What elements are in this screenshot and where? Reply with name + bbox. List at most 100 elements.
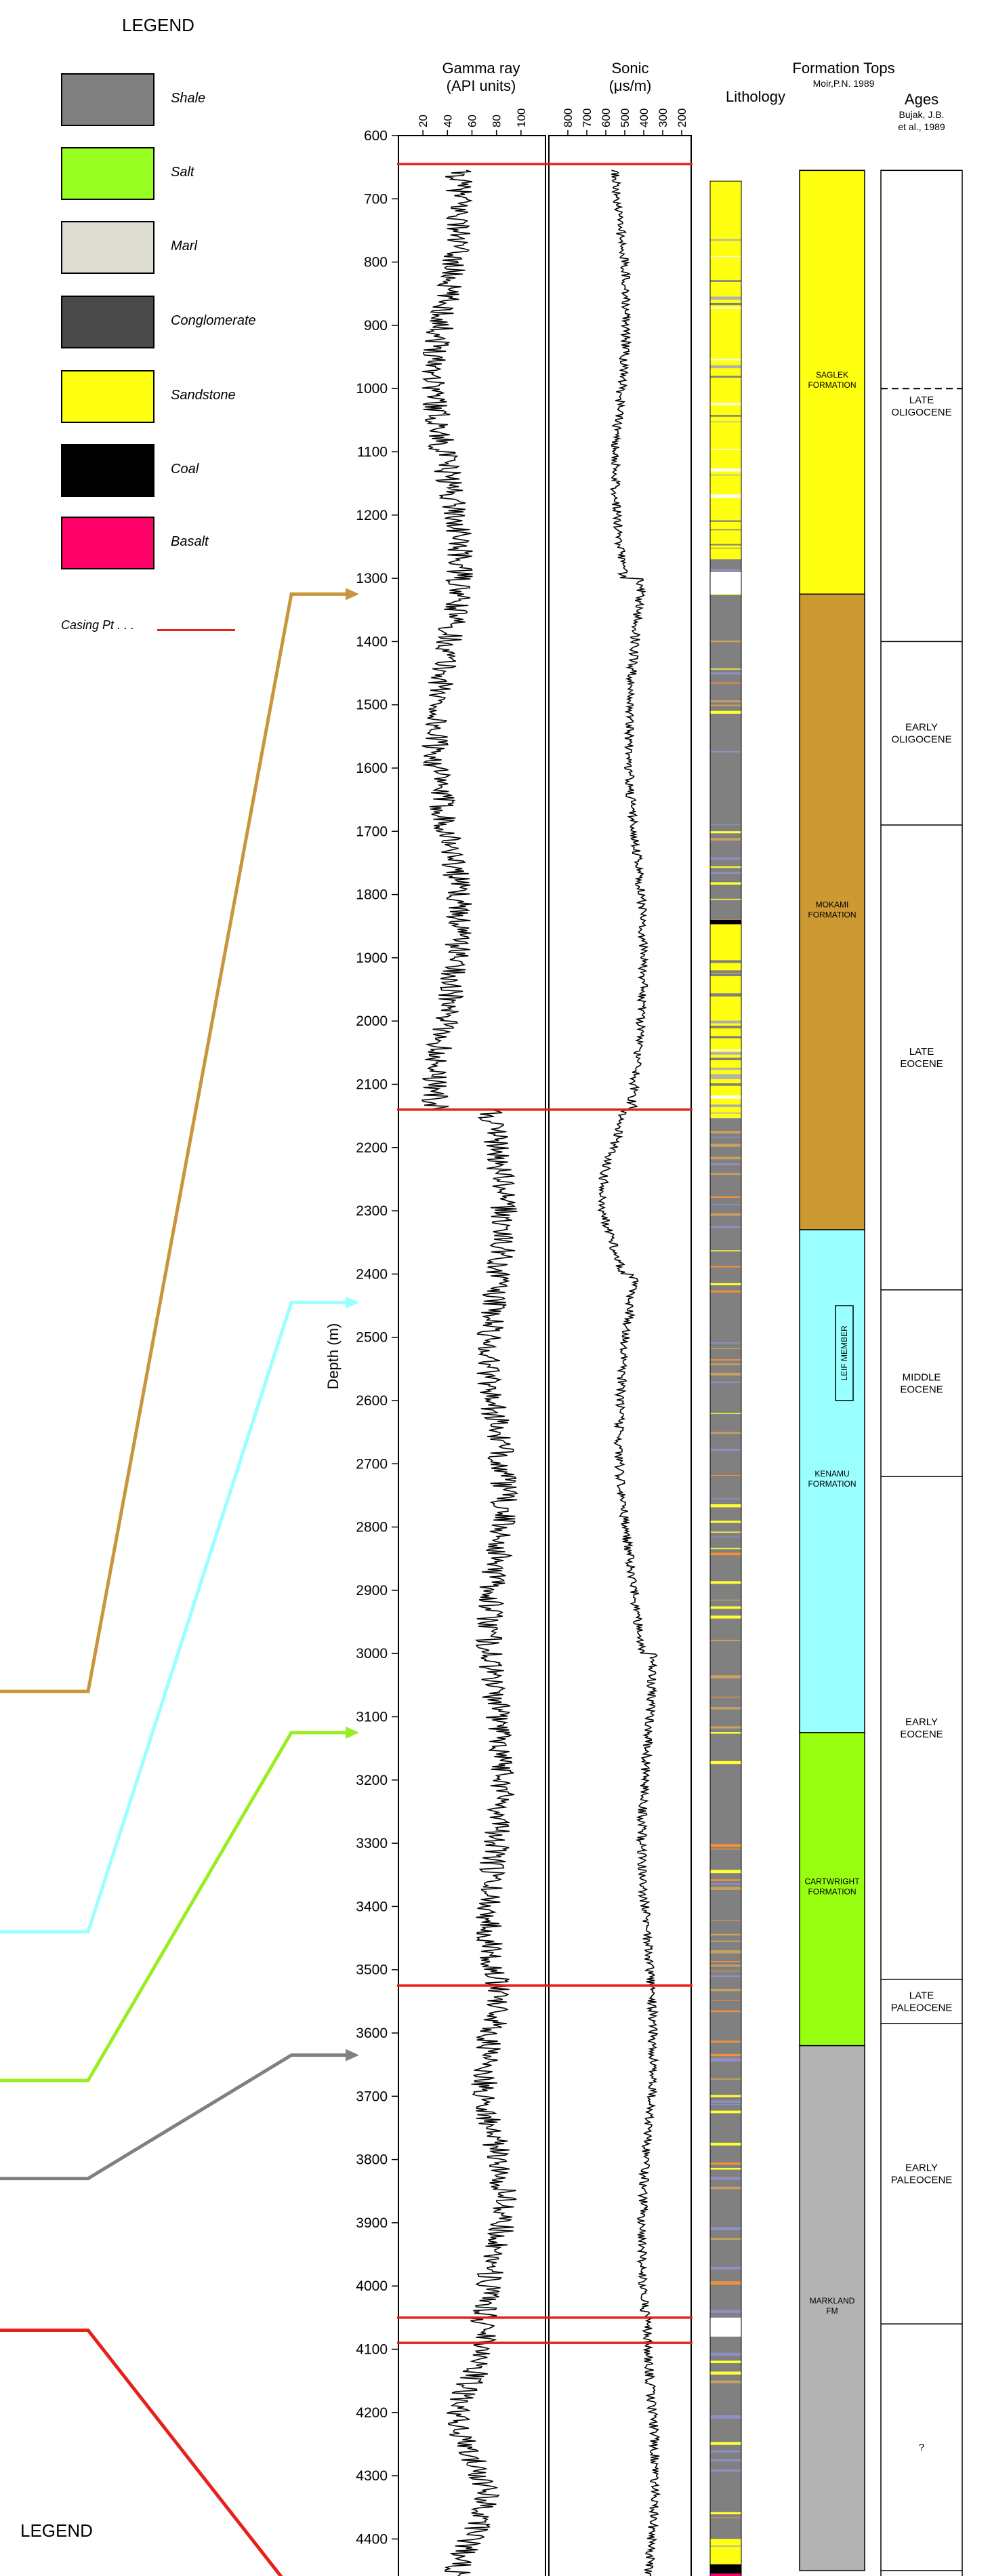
correlation-line <box>0 1731 354 2082</box>
lithology-stripe <box>710 2142 741 2146</box>
formation-header: Formation Tops <box>792 60 895 77</box>
casing-legend-line <box>157 629 235 631</box>
gamma-tick-label: 60 <box>466 115 479 127</box>
lithology-stripe <box>710 2238 741 2240</box>
lithology-stripe <box>710 1250 741 1251</box>
formation-label: FM <box>826 2306 838 2316</box>
legend-label: Sandstone <box>171 388 236 403</box>
lithology-interval <box>710 559 741 572</box>
lithology-stripe <box>710 2227 741 2230</box>
formation-band <box>799 1229 865 1733</box>
member-label: LEIF MEMBER <box>840 1325 849 1381</box>
age-label: PALEOCENE <box>891 2175 953 2186</box>
lithology-stripe <box>710 2167 741 2170</box>
lithology-stripe <box>710 1531 741 1533</box>
lithology-stripe <box>710 1196 741 1198</box>
lithology-interval <box>710 2564 741 2574</box>
lithology-stripe <box>710 1266 741 1268</box>
lithology-stripe <box>710 1988 741 1992</box>
lithology-stripe <box>710 2162 741 2165</box>
lithology-stripe <box>710 2380 741 2383</box>
age-label: MIDDLE <box>903 1371 941 1383</box>
depth-tick-label: 1400 <box>356 634 388 649</box>
lithology-stripe <box>710 569 741 571</box>
legend-title: LEGEND <box>122 15 194 35</box>
depth-tick-label: 2400 <box>356 1266 388 1282</box>
lithology-interval <box>710 1116 741 2318</box>
conglomerate-swatch <box>61 296 154 348</box>
legend-item-shale: Shale <box>61 73 332 129</box>
lithology-stripe <box>710 2104 741 2106</box>
lithology-stripe <box>710 1156 741 1160</box>
formation-label: MOKAMI <box>816 900 849 909</box>
lithology-stripe <box>710 1068 741 1070</box>
lithology-stripe <box>710 970 741 973</box>
depth-tick-label: 3900 <box>356 2215 388 2231</box>
depth-tick-label: 700 <box>364 191 388 207</box>
lithology-stripe <box>710 1449 741 1451</box>
sonic-tick-label: 200 <box>676 108 688 127</box>
lithology-header: Lithology <box>725 88 786 105</box>
lithology-stripe <box>710 704 741 706</box>
lithology-stripe <box>710 1052 741 1055</box>
lithology-interval <box>710 2336 741 2539</box>
lithology-stripe <box>710 1112 741 1114</box>
lithology-stripe <box>710 1163 741 1165</box>
lithology-stripe <box>710 1049 741 1051</box>
lithology-stripe <box>710 1413 741 1414</box>
lithology-stripe <box>710 2360 741 2364</box>
lithology-stripe <box>710 1883 741 1885</box>
lithology-stripe <box>710 239 741 241</box>
depth-tick-label: 3400 <box>356 1899 388 1914</box>
lithology-stripe <box>710 1036 741 1039</box>
lithology-column <box>709 180 742 2576</box>
lithology-stripe <box>710 1950 741 1954</box>
age-label: EARLY <box>905 2162 938 2174</box>
sonic-unit: (μs/m) <box>609 77 652 94</box>
depth-tick-label: 2700 <box>356 1456 388 1472</box>
depth-tick-label: 2100 <box>356 1077 388 1093</box>
lithology-stripe <box>710 1732 741 1734</box>
depth-tick-label: 1000 <box>356 381 388 397</box>
formation-label: FORMATION <box>808 380 856 390</box>
depth-tick-label: 3700 <box>356 2089 388 2104</box>
sonic-header: Sonic (μs/m) <box>562 60 698 95</box>
formation-label: FORMATION <box>808 910 856 919</box>
log-curves <box>421 169 661 2576</box>
lithology-stripe <box>710 1074 741 1077</box>
lithology-stripe <box>710 1382 741 1384</box>
formation-label: MARKLAND <box>810 2296 855 2306</box>
lithology-stripe <box>710 1920 741 1921</box>
lithology-stripe <box>710 2459 741 2462</box>
lithology-stripe <box>710 365 741 369</box>
lithology-stripe <box>710 2442 741 2445</box>
depth-tick-label: 4400 <box>356 2531 388 2547</box>
lithology-stripe <box>710 1144 741 1147</box>
lithology-stripe <box>710 1961 741 1963</box>
legend-item-sandstone: Sandstone <box>61 370 332 426</box>
lithology-stripe <box>710 1290 741 1293</box>
lithology-stripe <box>710 1432 741 1434</box>
formation-column: SAGLEKFORMATIONMOKAMIFORMATIONKENAMUFORM… <box>799 169 865 2571</box>
arrow-head-icon <box>346 588 359 601</box>
lithology-stripe <box>710 1726 741 1729</box>
formation-band <box>799 2045 865 2571</box>
salt-swatch <box>61 147 154 200</box>
lithology-stripe <box>710 1498 741 1500</box>
lithology-stripe <box>710 403 741 405</box>
lithology-stripe <box>710 668 741 670</box>
lithology-stripe <box>710 2040 741 2043</box>
lithology-stripe <box>710 2450 741 2453</box>
lithology-stripe <box>710 1083 741 1086</box>
lithology-stripe <box>710 1675 741 1678</box>
legend-title-bottom: LEGEND <box>20 2520 93 2541</box>
lithology-stripe <box>710 2095 741 2097</box>
depth-tick-label: 4200 <box>356 2405 388 2421</box>
lithology-interval <box>710 181 741 560</box>
depth-axis: 600 700 800 900 1000 1100 1200 1300 1400 1500 1600… <box>325 128 398 2547</box>
lithology-stripe <box>710 1131 741 1134</box>
lithology-stripe <box>710 2469 741 2472</box>
lithology-stripe <box>710 1359 741 1361</box>
ages-frame <box>880 169 963 2576</box>
